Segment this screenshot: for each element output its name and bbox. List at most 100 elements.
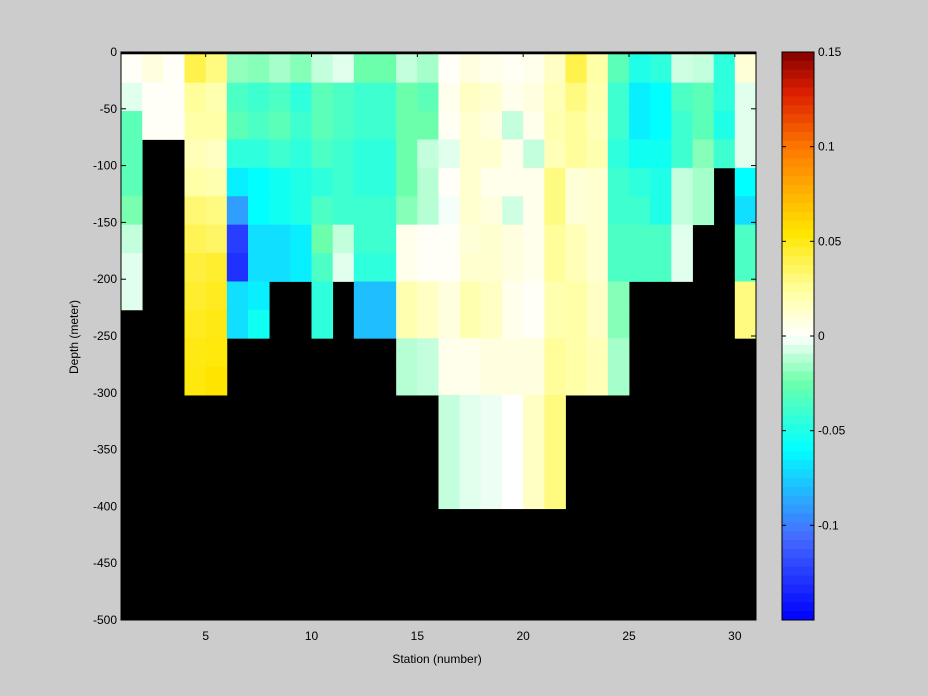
x-tick-label: 5 (202, 629, 209, 643)
heatmap-cell (438, 395, 461, 424)
heatmap-cell (205, 253, 228, 282)
heatmap-cell (544, 224, 566, 254)
heatmap-cell (607, 338, 630, 368)
heatmap-cell (692, 196, 715, 226)
heatmap-cell (607, 224, 630, 254)
colorbar-swatch (782, 158, 814, 168)
heatmap-cell (375, 54, 397, 84)
heatmap-cell (438, 309, 461, 339)
heatmap-cell (121, 111, 143, 140)
heatmap-cell (650, 224, 672, 254)
heatmap-cell (565, 82, 588, 112)
colorbar-swatch (782, 273, 814, 284)
heatmap-cell (311, 167, 334, 197)
heatmap-cell (417, 139, 439, 169)
y-tick-label: -100 (93, 159, 117, 173)
colorbar-swatch (782, 451, 814, 461)
heatmap-cell (205, 54, 228, 84)
x-tick-label: 15 (411, 629, 425, 643)
colorbar-swatch (782, 52, 814, 62)
heatmap-cell (692, 167, 715, 197)
heatmap-cell (311, 224, 334, 254)
heatmap-cell (671, 167, 693, 197)
heatmap-cell (629, 54, 651, 84)
heatmap-cell (332, 224, 355, 254)
heatmap-cell (523, 139, 545, 169)
heatmap-cell (121, 196, 143, 226)
heatmap-cell (226, 196, 249, 226)
colorbar-swatch (782, 566, 814, 577)
heatmap-cell (671, 196, 693, 226)
heatmap-cell (650, 196, 672, 226)
heatmap-cell (480, 54, 503, 84)
heatmap-cell (311, 139, 334, 169)
heatmap-cell (544, 54, 566, 84)
colorbar-swatch (782, 407, 814, 417)
heatmap-cell (353, 54, 376, 84)
heatmap-cell (311, 196, 334, 226)
heatmap-cell (607, 309, 630, 339)
heatmap-cell (480, 395, 503, 424)
heatmap-cell (163, 54, 185, 84)
heatmap-cell (290, 139, 312, 169)
heatmap-cell (396, 281, 418, 311)
y-axis-label: Depth (meter) (67, 300, 81, 374)
colorbar-tick-label: 0.05 (818, 234, 842, 248)
colorbar-swatch (782, 282, 814, 293)
heatmap-cell (502, 82, 524, 112)
colorbar-swatch (782, 220, 814, 230)
heatmap-cell (459, 82, 482, 112)
colorbar-tick-label: 0 (818, 329, 825, 343)
colorbar-swatch (782, 167, 814, 177)
y-tick-label: -450 (93, 556, 117, 570)
colorbar-swatch (782, 87, 814, 97)
heatmap-cell (523, 309, 545, 339)
heatmap-cell (417, 309, 439, 339)
heatmap-cell (184, 224, 207, 254)
colorbar-swatch (782, 149, 814, 159)
heatmap-cell (269, 82, 291, 112)
heatmap-cell (586, 139, 609, 169)
heatmap-cell (438, 167, 461, 197)
heatmap-cell (205, 224, 228, 254)
heatmap-cell (480, 480, 503, 510)
heatmap-cell (311, 54, 334, 84)
heatmap-cell (480, 423, 503, 453)
y-tick-label: -400 (93, 499, 117, 513)
heatmap-cell (523, 111, 545, 140)
heatmap-cell (396, 82, 418, 112)
colorbar-swatch (782, 176, 814, 186)
colorbar-swatch (782, 256, 814, 266)
heatmap-cell (734, 253, 757, 282)
colorbar-tick-label: 0.1 (818, 140, 835, 154)
heatmap-cell (502, 395, 524, 424)
heatmap-cell (480, 281, 503, 311)
heatmap-cell (459, 139, 482, 169)
heatmap-cell (734, 167, 757, 197)
heatmap-cell (650, 139, 672, 169)
colorbar-tick-label: -0.05 (818, 424, 846, 438)
heatmap-cell (459, 395, 482, 424)
heatmap-cell (205, 196, 228, 226)
heatmap-cell (121, 54, 143, 84)
heatmap-cell (523, 167, 545, 197)
colorbar-swatch (782, 504, 814, 514)
heatmap-cell (226, 82, 249, 112)
heatmap-cell (565, 224, 588, 254)
heatmap-cell (502, 224, 524, 254)
heatmap-cell (565, 253, 588, 282)
colorbar-swatch (782, 353, 814, 364)
heatmap-cell (438, 366, 461, 396)
heatmap-cell (502, 111, 524, 140)
heatmap-cell (375, 196, 397, 226)
y-tick-label: -350 (93, 443, 117, 457)
colorbar-swatch (782, 60, 814, 71)
heatmap-cell (671, 82, 693, 112)
heatmap-cell (480, 196, 503, 226)
heatmap-cell (459, 309, 482, 339)
heatmap-cell (607, 167, 630, 197)
heatmap-cell (734, 54, 757, 84)
heatmap-cell (311, 281, 334, 311)
heatmap-cell (459, 281, 482, 311)
heatmap-cell (480, 338, 503, 368)
